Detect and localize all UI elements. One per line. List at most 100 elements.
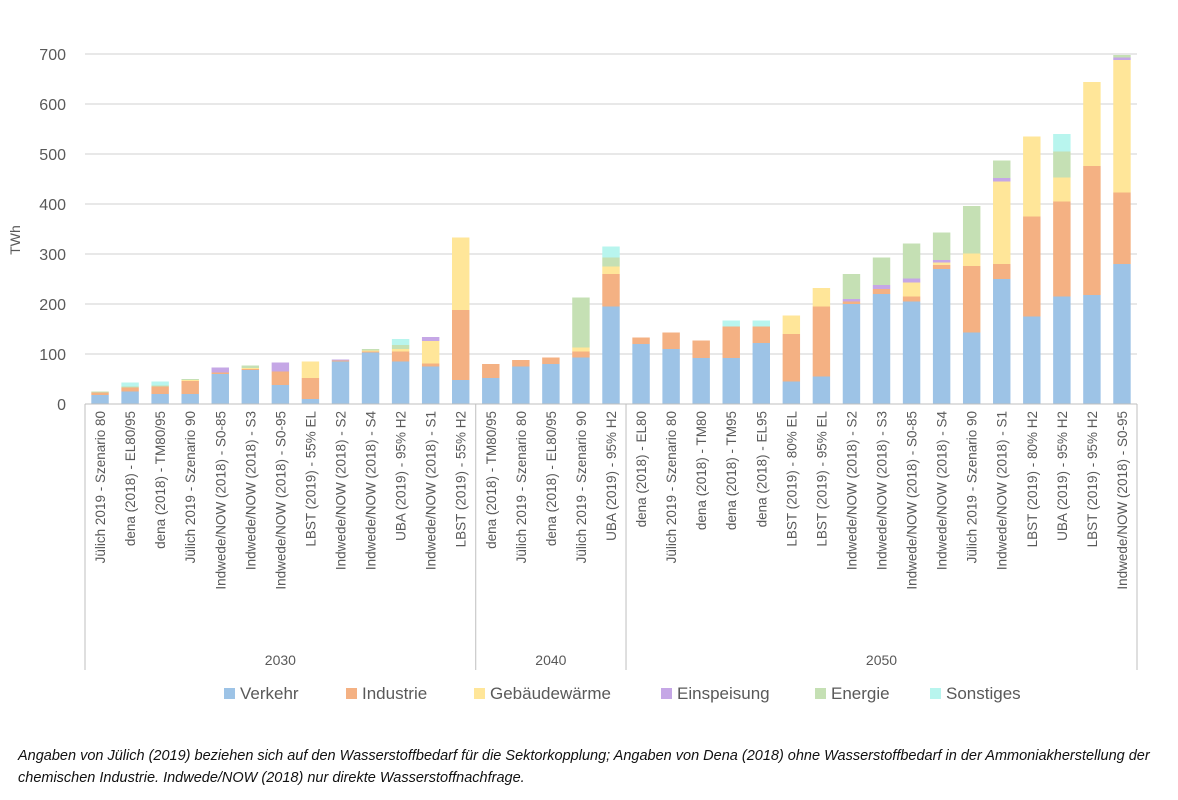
x-tick-label: Jülich 2019 - Szenario 90 xyxy=(574,411,589,563)
bar-segment-industrie xyxy=(151,386,169,394)
y-tick-label: 200 xyxy=(39,297,66,314)
bar-segment-gebäudewärme xyxy=(572,347,590,352)
group-label: 2050 xyxy=(866,652,897,668)
bar-segment-industrie xyxy=(1083,166,1101,295)
legend-swatch xyxy=(346,688,357,699)
x-tick-label: LBST (2019) - 80% EL xyxy=(784,411,799,547)
legend-label: Gebäudewärme xyxy=(490,684,611,703)
bar-segment-verkehr xyxy=(962,332,981,404)
bar-segment-gebäudewärme xyxy=(391,349,410,352)
bar-segment-energie xyxy=(602,257,620,267)
bar-segment-industrie xyxy=(391,351,410,362)
bar-segment-industrie xyxy=(932,265,951,269)
bar-segment-verkehr xyxy=(211,374,229,404)
bar-segment-gebäudewärme xyxy=(782,315,801,334)
x-tick-label: Indwede/NOW (2018) - S1 xyxy=(995,411,1010,570)
bar-segment-energie xyxy=(572,297,590,348)
legend-swatch xyxy=(661,688,672,699)
bar-segment-energie xyxy=(993,160,1011,178)
bar-segment-industrie xyxy=(542,357,560,364)
x-tick-label: Indwede/NOW (2018) - S1 xyxy=(424,411,439,570)
x-tick-label: Indwede/NOW (2018) - S2 xyxy=(333,411,348,570)
bar-segment-gebäudewärme xyxy=(451,237,470,310)
bar-segment-verkehr xyxy=(241,370,260,404)
x-tick-label: Jülich 2019 - Szenario 90 xyxy=(183,411,198,563)
bar-segment-verkehr xyxy=(271,385,290,404)
bar-segment-einspeisung xyxy=(271,362,290,372)
x-tick-label: Indwede/NOW (2018) - S2 xyxy=(844,411,859,570)
legend-swatch xyxy=(815,688,826,699)
x-tick-label: Indwede/NOW (2018) - S0-95 xyxy=(273,411,288,590)
bar-segment-einspeisung xyxy=(993,178,1011,182)
bar-segment-verkehr xyxy=(752,343,771,404)
bar-segment-verkehr xyxy=(91,395,109,404)
x-tick-label: dena (2018) - TM80/95 xyxy=(484,411,499,549)
x-tick-label: dena (2018) - TM95 xyxy=(724,411,739,530)
bar-segment-einspeisung xyxy=(1113,57,1131,60)
x-tick-label: Indwede/NOW (2018) - S3 xyxy=(875,411,890,570)
x-tick-label: LBST (2019) - 55% EL xyxy=(303,411,318,547)
stacked-bar-chart: 0 100 200 300 400 500 600 700 TWh Jülich 2019 - S… xyxy=(7,47,1138,703)
x-tick-label: UBA (2019) - 95% H2 xyxy=(604,411,619,541)
bar-segment-industrie xyxy=(962,266,981,333)
bar-segment-verkehr xyxy=(993,279,1011,404)
group-label: 2040 xyxy=(535,652,566,668)
bar-segment-industrie xyxy=(842,301,861,304)
bar-segment-sonstiges xyxy=(1053,134,1071,152)
x-tick-label: Jülich 2019 - Szenario 80 xyxy=(664,411,679,563)
bar-segment-verkehr xyxy=(451,380,470,404)
bar-segment-gebäudewärme xyxy=(602,266,620,274)
x-tick-label: dena (2018) - TM80/95 xyxy=(153,411,168,549)
bar-segment-einspeisung xyxy=(211,367,229,373)
x-tick-label: LBST (2019) - 95% EL xyxy=(814,411,829,547)
y-tick-label: 500 xyxy=(39,147,66,164)
bar-segment-industrie xyxy=(993,264,1011,279)
bar-segment-industrie xyxy=(451,310,470,380)
chart-caption: Angaben von Jülich (2019) beziehen sich … xyxy=(18,748,1150,786)
bar-segment-energie xyxy=(391,345,410,349)
bar-segment-gebäudewärme xyxy=(301,361,320,378)
legend-swatch xyxy=(474,688,485,699)
legend-label: Einspeisung xyxy=(677,684,770,703)
x-tick-label: LBST (2019) - 55% H2 xyxy=(454,411,469,547)
bar-segment-verkehr xyxy=(421,366,440,404)
bar-segment-industrie xyxy=(782,334,801,382)
bar-segment-energie xyxy=(1053,151,1071,178)
legend-label: Industrie xyxy=(362,684,427,703)
bar-segment-industrie xyxy=(602,274,620,307)
x-tick-label: UBA (2019) - 95% H2 xyxy=(1055,411,1070,541)
bar-segment-energie xyxy=(121,386,139,388)
bar-segment-industrie xyxy=(722,326,740,358)
bar-segment-industrie xyxy=(421,363,440,367)
x-tick-label: Jülich 2019 - Szenario 80 xyxy=(514,411,529,563)
y-tick-label: 100 xyxy=(39,347,66,364)
bar-segment-verkehr xyxy=(602,306,620,404)
bar-segment-industrie xyxy=(211,372,229,374)
legend-label: Verkehr xyxy=(240,684,299,703)
bar-segment-gebäudewärme xyxy=(421,341,440,364)
bar-segment-gebäudewärme xyxy=(1113,60,1131,193)
bar-segment-gebäudewärme xyxy=(1023,136,1041,217)
x-tick-label: Indwede/NOW (2018) - S0-95 xyxy=(1115,411,1130,590)
bar-segment-einspeisung xyxy=(842,299,861,302)
bar-segment-verkehr xyxy=(542,364,560,404)
bar-segment-sonstiges xyxy=(722,320,740,327)
x-tick-label: dena (2018) - TM80 xyxy=(694,411,709,530)
x-tick-label: Indwede/NOW (2018) - S0-85 xyxy=(213,411,228,590)
legend-swatch xyxy=(224,688,235,699)
bar-segment-verkehr xyxy=(722,358,740,404)
bar-segment-gebäudewärme xyxy=(812,288,831,307)
bar-segment-energie xyxy=(932,232,951,260)
x-tick-label: UBA (2019) - 95% H2 xyxy=(394,411,409,541)
bar-segment-energie xyxy=(1113,55,1131,58)
y-tick-label: 700 xyxy=(39,47,66,64)
x-tick-label: dena (2018) - EL95 xyxy=(754,411,769,527)
bar-segment-verkehr xyxy=(361,352,380,404)
bar-segment-energie xyxy=(241,365,260,368)
legend-swatch xyxy=(930,688,941,699)
x-tick-label: dena (2018) - EL80 xyxy=(634,411,649,527)
x-tick-label: Indwede/NOW (2018) - S4 xyxy=(364,411,379,571)
bar-segment-industrie xyxy=(572,351,590,358)
bar-segment-gebäudewärme xyxy=(1083,82,1101,166)
y-axis-title: TWh xyxy=(7,225,23,255)
